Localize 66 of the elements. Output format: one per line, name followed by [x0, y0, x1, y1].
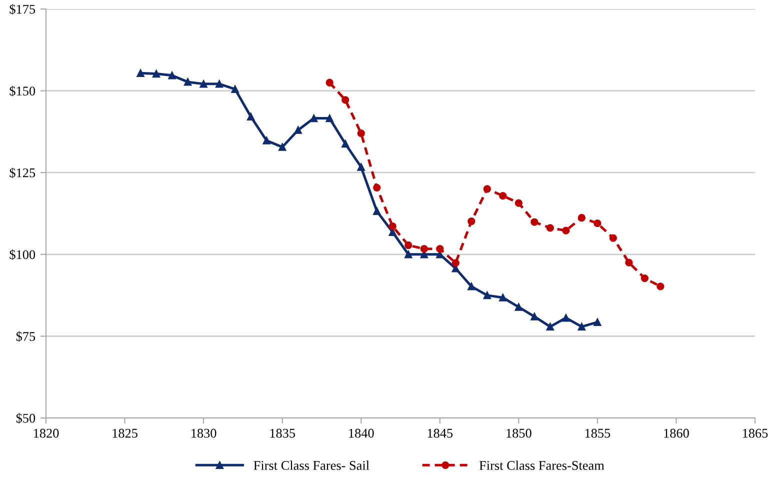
point	[436, 245, 444, 253]
point	[562, 226, 570, 234]
point	[342, 96, 350, 104]
y-tick-label: $125	[10, 168, 36, 178]
point	[546, 224, 554, 232]
point	[168, 72, 176, 80]
point	[483, 291, 491, 300]
legend-label: First Class Fares-Steam	[479, 460, 604, 470]
point	[578, 322, 586, 331]
point	[499, 294, 507, 302]
point	[357, 163, 365, 171]
point	[310, 114, 318, 122]
x-tick-label: 1860	[664, 428, 689, 438]
x-tick-label: 1825	[112, 428, 138, 438]
x-tick-label: 1840	[349, 428, 374, 438]
point	[326, 78, 334, 86]
point	[247, 112, 255, 120]
point	[404, 250, 412, 258]
legend-label: First Class Fares- Sail	[254, 460, 370, 470]
x-tick-label: 1820	[34, 428, 59, 438]
point	[373, 184, 381, 192]
point	[562, 314, 570, 322]
point	[514, 199, 522, 207]
y-tick-label: $100	[10, 249, 36, 260]
point	[420, 245, 428, 253]
x-tick-label: 1855	[585, 428, 610, 438]
y-tick-label: $50	[16, 413, 36, 424]
x-tick-label: 1845	[428, 428, 453, 438]
y-tick-label: $175	[10, 4, 36, 15]
point	[231, 85, 239, 93]
point	[514, 303, 522, 311]
point	[468, 282, 476, 290]
point	[452, 259, 460, 267]
point	[215, 80, 224, 88]
point	[404, 241, 412, 250]
point	[200, 80, 208, 88]
point	[483, 185, 491, 193]
point	[388, 222, 396, 230]
point	[326, 114, 334, 122]
point	[530, 218, 538, 226]
point	[136, 69, 144, 77]
point	[373, 207, 381, 216]
point	[468, 218, 476, 226]
point	[625, 258, 633, 266]
x-tick-label: 1835	[270, 428, 296, 438]
x-tick-label: 1830	[192, 428, 216, 438]
point	[342, 140, 350, 148]
y-tick-label: $75	[16, 331, 36, 342]
point	[278, 143, 286, 151]
point	[152, 70, 160, 78]
y-tick-label: $150	[10, 86, 36, 96]
point	[530, 312, 538, 320]
point	[357, 130, 365, 138]
point	[609, 234, 618, 242]
point	[499, 192, 507, 200]
point	[262, 136, 270, 144]
x-tick-label: 1850	[506, 428, 532, 438]
point	[578, 214, 586, 222]
point	[294, 126, 302, 134]
point	[640, 274, 649, 282]
point	[184, 78, 192, 86]
point	[594, 318, 602, 326]
x-tick-label: 1865	[742, 428, 768, 438]
point	[594, 219, 602, 228]
point	[656, 282, 664, 290]
point	[546, 322, 554, 331]
